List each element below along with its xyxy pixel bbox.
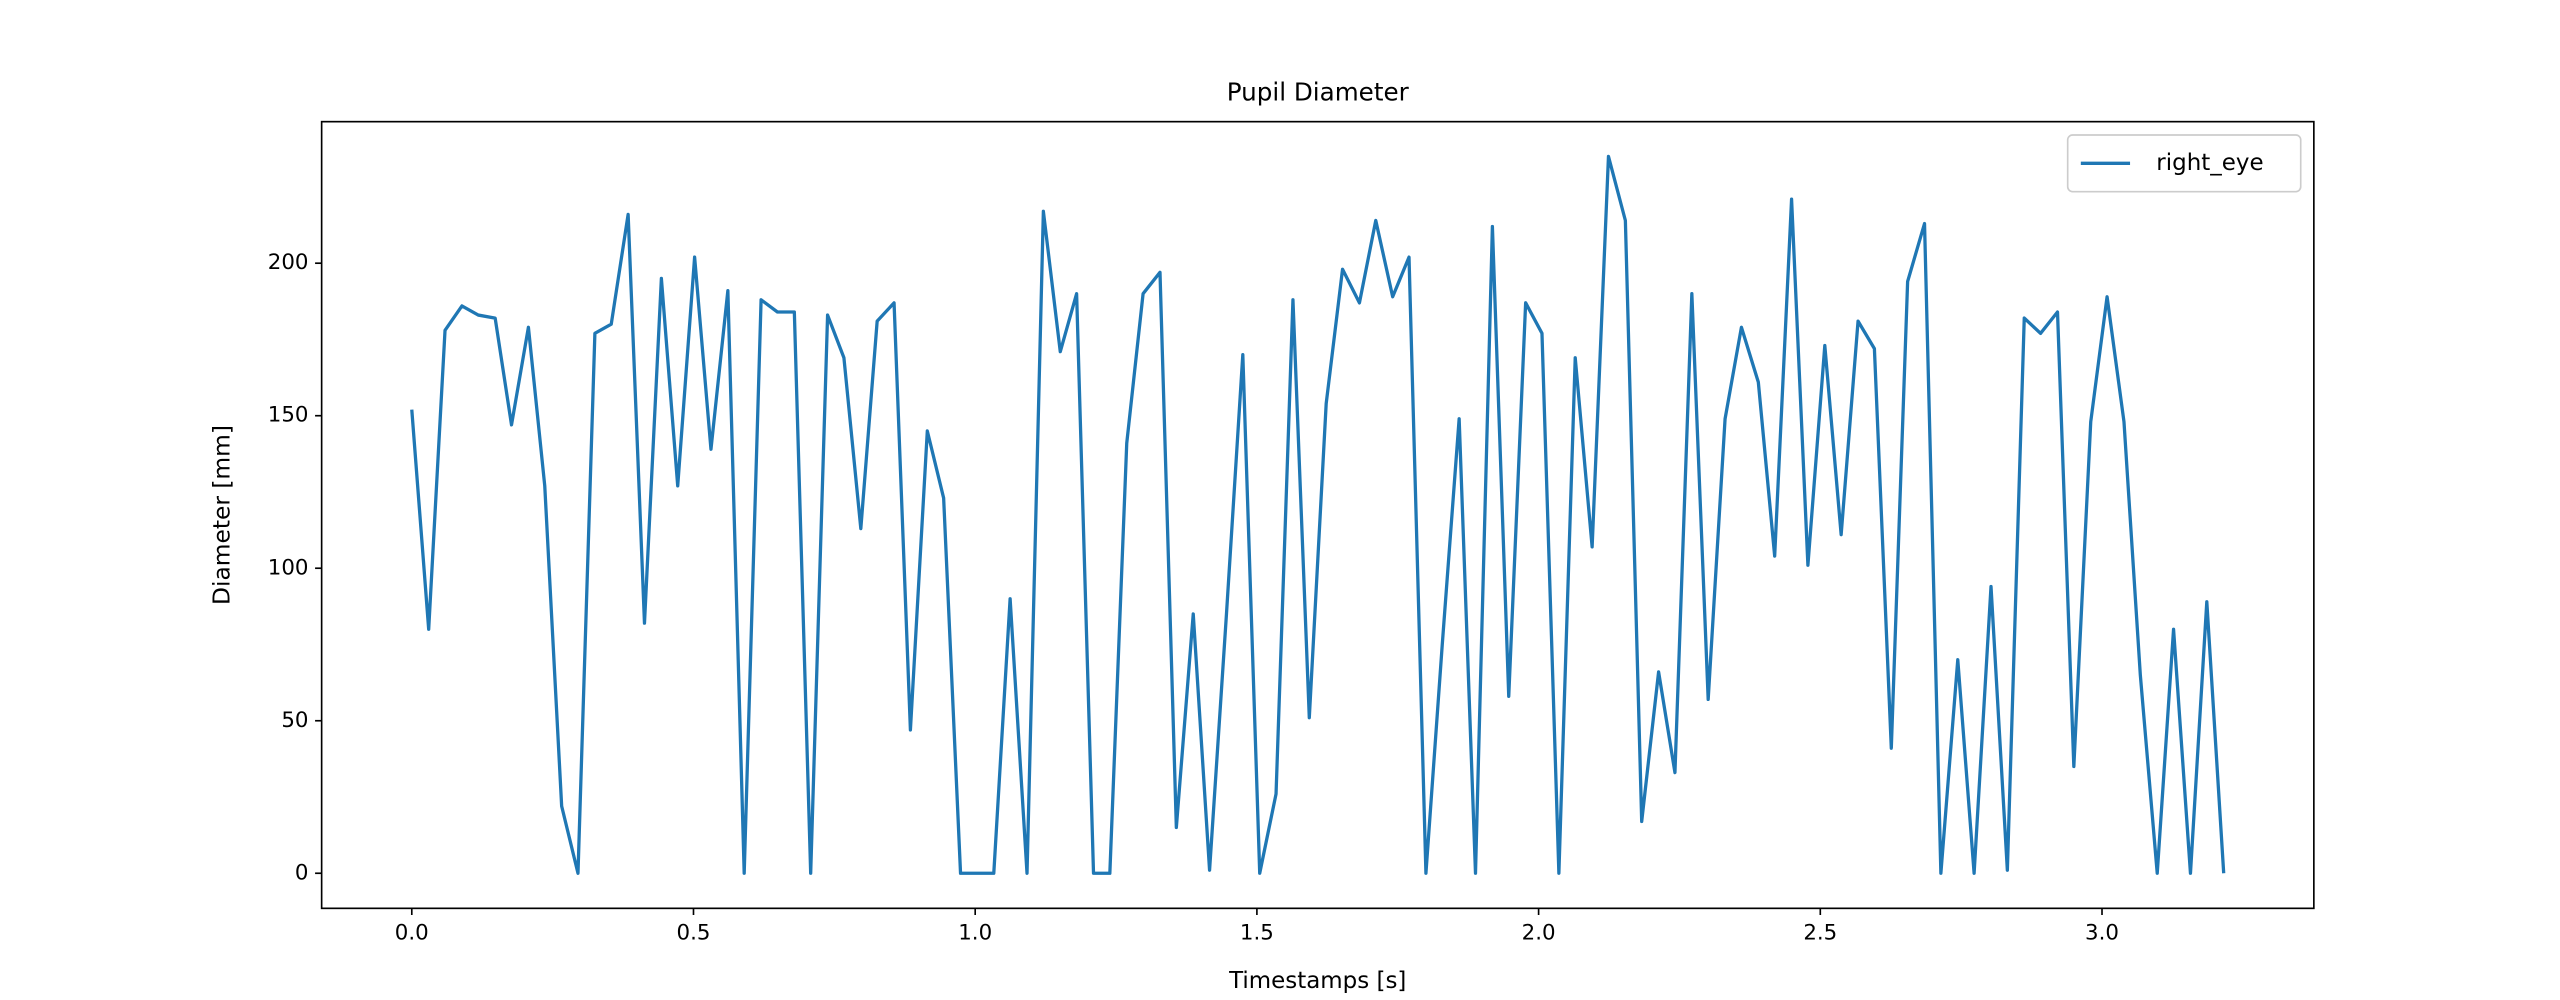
legend-box bbox=[2066, 134, 2302, 193]
y-tick-label: 200 bbox=[268, 250, 309, 275]
x-tick-label: 0.0 bbox=[395, 920, 429, 945]
y-tick-label: 50 bbox=[281, 708, 308, 733]
y-axis-label: Diameter [mm] bbox=[210, 425, 236, 605]
x-tick-label: 1.0 bbox=[958, 920, 992, 945]
y-tick-label: 0 bbox=[295, 860, 309, 885]
x-tick-label: 3.0 bbox=[2085, 920, 2119, 945]
x-axis-label: Timestamps [s] bbox=[1228, 968, 1406, 994]
legend-label: right_eye bbox=[2156, 150, 2263, 176]
chart-title: Pupil Diameter bbox=[1227, 77, 1410, 106]
y-tick-label: 150 bbox=[268, 403, 309, 428]
y-tick-label: 100 bbox=[268, 555, 309, 580]
x-tick-label: 2.0 bbox=[1522, 920, 1556, 945]
line-series bbox=[410, 154, 2226, 875]
x-tick-label: 1.5 bbox=[1240, 920, 1274, 945]
plot-frame bbox=[320, 120, 2315, 910]
x-tick-label: 2.5 bbox=[1803, 920, 1837, 945]
x-tick-label: 0.5 bbox=[677, 920, 711, 945]
